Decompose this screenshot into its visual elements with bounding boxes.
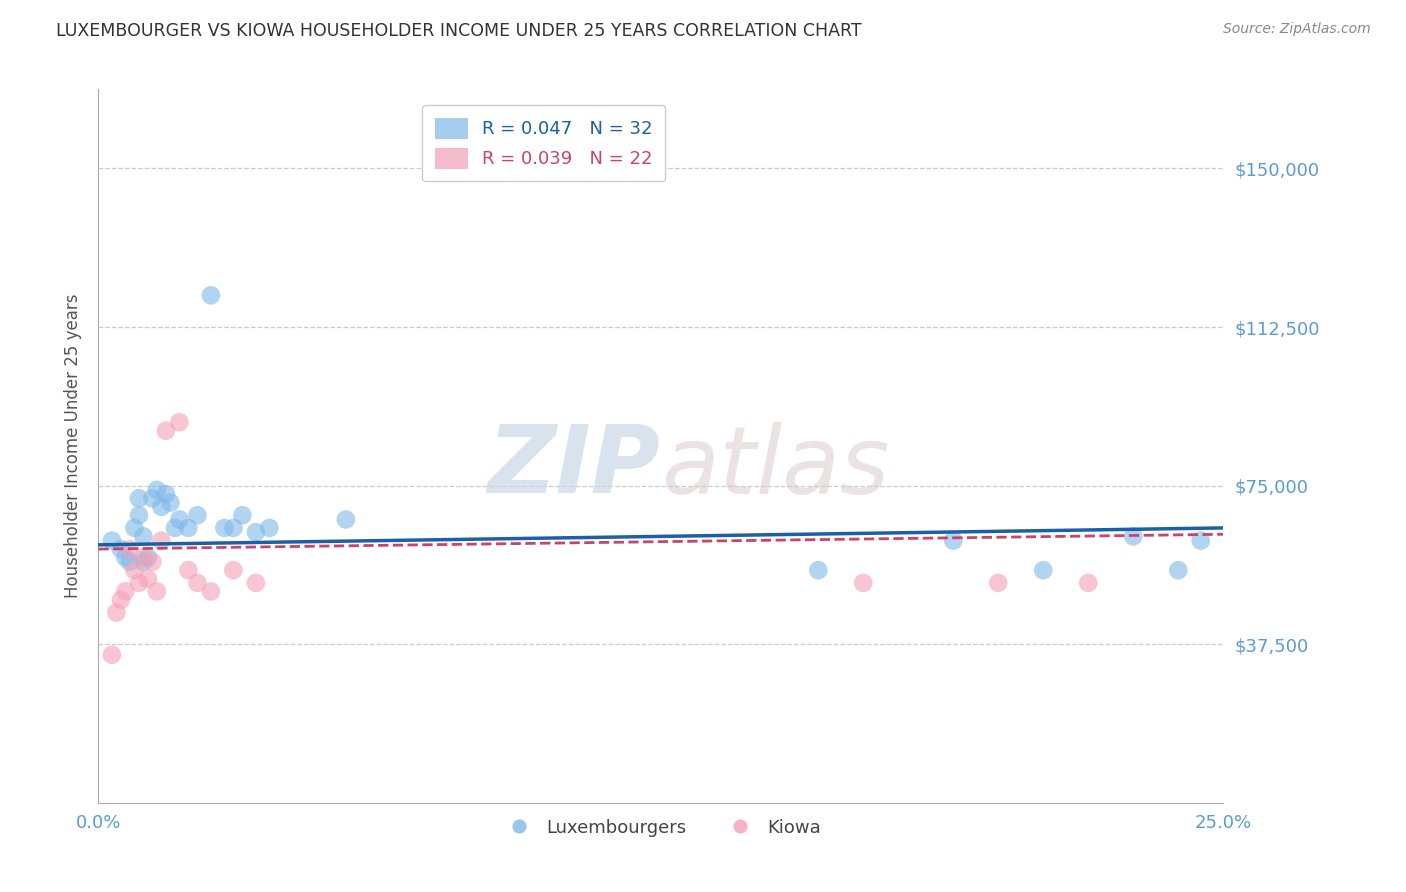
Text: atlas: atlas	[661, 422, 889, 513]
Point	[110, 592, 132, 607]
Point	[132, 555, 155, 569]
Point	[118, 542, 141, 557]
Point	[186, 575, 208, 590]
Point	[114, 584, 136, 599]
Point	[146, 584, 169, 599]
Point	[146, 483, 169, 497]
Y-axis label: Householder Income Under 25 years: Householder Income Under 25 years	[63, 293, 82, 599]
Point	[128, 491, 150, 506]
Point	[222, 521, 245, 535]
Point	[169, 512, 191, 526]
Point	[186, 508, 208, 523]
Point	[124, 521, 146, 535]
Point	[169, 415, 191, 429]
Point	[1189, 533, 1212, 548]
Legend: Luxembourgers, Kiowa: Luxembourgers, Kiowa	[494, 812, 828, 844]
Point	[110, 542, 132, 557]
Point	[177, 563, 200, 577]
Point	[132, 550, 155, 565]
Point	[159, 495, 181, 509]
Point	[118, 555, 141, 569]
Point	[335, 512, 357, 526]
Point	[155, 424, 177, 438]
Point	[128, 508, 150, 523]
Point	[1167, 563, 1189, 577]
Point	[807, 563, 830, 577]
Point	[852, 575, 875, 590]
Point	[1077, 575, 1099, 590]
Point	[200, 584, 222, 599]
Point	[177, 521, 200, 535]
Point	[114, 550, 136, 565]
Point	[150, 533, 173, 548]
Point	[231, 508, 253, 523]
Point	[163, 521, 186, 535]
Point	[128, 575, 150, 590]
Point	[245, 575, 267, 590]
Point	[136, 550, 159, 565]
Point	[101, 648, 124, 662]
Point	[141, 555, 163, 569]
Point	[259, 521, 281, 535]
Point	[942, 533, 965, 548]
Point	[1032, 563, 1054, 577]
Point	[124, 563, 146, 577]
Text: Source: ZipAtlas.com: Source: ZipAtlas.com	[1223, 22, 1371, 37]
Point	[105, 606, 128, 620]
Text: LUXEMBOURGER VS KIOWA HOUSEHOLDER INCOME UNDER 25 YEARS CORRELATION CHART: LUXEMBOURGER VS KIOWA HOUSEHOLDER INCOME…	[56, 22, 862, 40]
Point	[132, 529, 155, 543]
Point	[245, 525, 267, 540]
Point	[222, 563, 245, 577]
Point	[1122, 529, 1144, 543]
Point	[141, 491, 163, 506]
Point	[150, 500, 173, 514]
Text: ZIP: ZIP	[488, 421, 661, 514]
Point	[200, 288, 222, 302]
Point	[155, 487, 177, 501]
Point	[136, 572, 159, 586]
Point	[987, 575, 1010, 590]
Point	[214, 521, 236, 535]
Point	[101, 533, 124, 548]
